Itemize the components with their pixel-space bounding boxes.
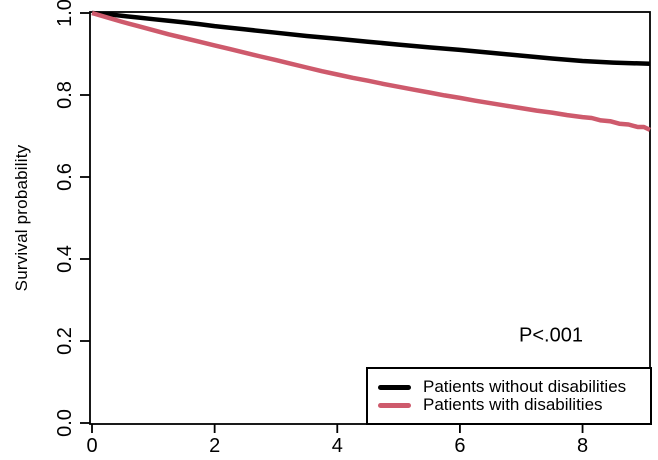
x-axis-tick-label: 0 <box>86 435 97 457</box>
y-axis-tick-label: 0.2 <box>54 327 76 355</box>
p-value-annotation: P<.001 <box>519 324 583 347</box>
x-axis-tick-label: 2 <box>209 435 220 457</box>
y-axis-tick-label: 0.8 <box>54 81 76 109</box>
legend-entry-with-disabilities: Patients with disabilities <box>378 396 650 414</box>
legend-label: Patients without disabilities <box>423 377 627 396</box>
y-axis-tick-label: 0.4 <box>54 245 76 273</box>
legend-box: Patients without disabilities Patients w… <box>366 367 652 425</box>
plot-box <box>89 11 651 425</box>
x-axis-tick-label: 6 <box>454 435 465 457</box>
legend-line-swatch-black <box>378 384 411 390</box>
legend-entry-without-disabilities: Patients without disabilities <box>378 378 650 396</box>
legend-line-swatch-red <box>378 402 411 408</box>
y-axis-tick-label: 0.0 <box>54 409 76 437</box>
survival-curve-without-disabilities <box>91 10 651 67</box>
y-axis-title: Survival probability <box>12 144 31 292</box>
legend-label: Patients with disabilities <box>423 395 603 414</box>
x-axis-tick-label: 8 <box>577 435 588 457</box>
y-axis-tick-label: 1.0 <box>54 0 76 27</box>
survival-curve-with-disabilities <box>91 10 651 132</box>
x-axis-tick-label: 4 <box>332 435 343 457</box>
y-axis-tick-label: 0.6 <box>54 163 76 191</box>
